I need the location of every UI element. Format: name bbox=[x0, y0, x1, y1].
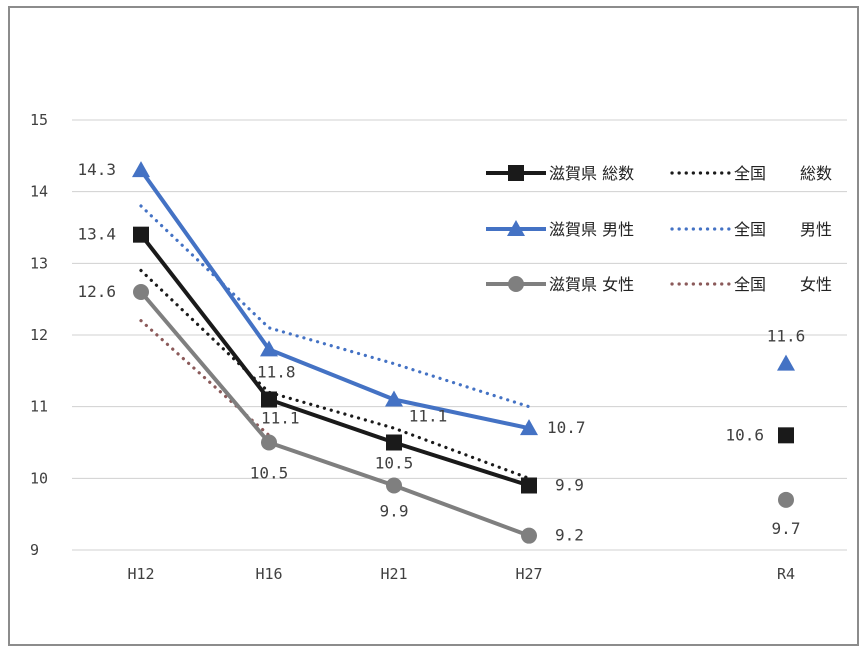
data-labels: 14.3 13.4 12.6 11.8 11.1 10.5 11.1 10.5 9.9 10.7 9… bbox=[77, 160, 805, 545]
data-label: 11.8 bbox=[257, 362, 296, 381]
series-line bbox=[139, 169, 530, 431]
data-label: 9.2 bbox=[555, 526, 584, 545]
legend-label: 滋賀県 女性 bbox=[549, 275, 634, 294]
data-label: 10.7 bbox=[547, 418, 586, 437]
data-label: 9.7 bbox=[772, 519, 801, 538]
series-line bbox=[139, 290, 530, 538]
data-label: 11.1 bbox=[261, 409, 300, 428]
x-tick-label: H21 bbox=[380, 565, 407, 583]
legend-label: 女性 bbox=[800, 275, 832, 294]
series-line bbox=[139, 233, 530, 488]
data-label: 10.5 bbox=[375, 454, 414, 473]
series-point bbox=[261, 434, 277, 451]
y-axis: 9 10 11 12 13 14 15 bbox=[30, 111, 48, 559]
y-tick-label: 14 bbox=[30, 183, 48, 201]
series-point bbox=[133, 226, 149, 243]
series-point bbox=[521, 527, 537, 544]
legend-label: 滋賀県 男性 bbox=[549, 220, 634, 239]
data-label: 11.6 bbox=[767, 327, 806, 346]
data-label: 11.1 bbox=[409, 407, 448, 426]
legend-label: 滋賀県 総数 bbox=[549, 164, 634, 183]
series-lines bbox=[139, 169, 531, 538]
series-point bbox=[520, 419, 538, 436]
series-line bbox=[139, 268, 531, 480]
y-tick-label: 12 bbox=[30, 326, 48, 344]
series-point bbox=[385, 390, 403, 407]
data-label: 12.6 bbox=[77, 282, 116, 301]
gridlines bbox=[72, 119, 847, 551]
legend-marker bbox=[508, 165, 524, 181]
y-tick-label: 13 bbox=[30, 254, 48, 272]
x-tick-label: H16 bbox=[255, 565, 282, 583]
x-tick-label: R4 bbox=[777, 565, 795, 583]
data-label: 14.3 bbox=[77, 160, 116, 179]
data-label: 10.6 bbox=[725, 425, 764, 444]
series-point bbox=[386, 477, 402, 494]
legend-label: 全国 bbox=[734, 220, 766, 239]
data-label: 13.4 bbox=[77, 225, 116, 244]
series-point bbox=[521, 477, 537, 494]
y-tick-label: 11 bbox=[30, 398, 48, 416]
x-axis: H12 H16 H21 H27 R4 bbox=[127, 565, 795, 583]
x-tick-label: H27 bbox=[515, 565, 542, 583]
series-point bbox=[133, 284, 149, 300]
line-chart: 9 10 11 12 13 14 15 H12 H16 H21 H27 R4 14.3 13.4 12.… bbox=[30, 111, 847, 583]
data-label: 10.5 bbox=[250, 464, 289, 483]
legend-label: 総数 bbox=[800, 164, 832, 183]
legend-label: 男性 bbox=[800, 220, 832, 239]
series-point bbox=[132, 161, 150, 178]
series-markers bbox=[132, 161, 795, 544]
data-label: 9.9 bbox=[555, 476, 584, 495]
data-label: 9.9 bbox=[380, 502, 409, 521]
y-tick-label: 9 bbox=[30, 541, 39, 559]
series-point bbox=[260, 340, 278, 357]
series-point bbox=[386, 434, 402, 451]
chart-frame: 9 10 11 12 13 14 15 H12 H16 H21 H27 R4 14.3 13.4 12.… bbox=[8, 6, 859, 646]
legend-marker bbox=[508, 276, 524, 292]
y-tick-label: 15 bbox=[30, 111, 48, 129]
r4-point bbox=[778, 427, 794, 444]
x-tick-label: H12 bbox=[127, 565, 154, 583]
legend-marker bbox=[507, 220, 525, 236]
series-point bbox=[261, 391, 277, 408]
legend-label: 全国 bbox=[734, 275, 766, 294]
r4-point bbox=[777, 354, 795, 371]
series-line bbox=[139, 204, 531, 409]
y-tick-label: 10 bbox=[30, 469, 48, 487]
legend-label: 全国 bbox=[734, 164, 766, 183]
r4-point bbox=[778, 491, 794, 508]
